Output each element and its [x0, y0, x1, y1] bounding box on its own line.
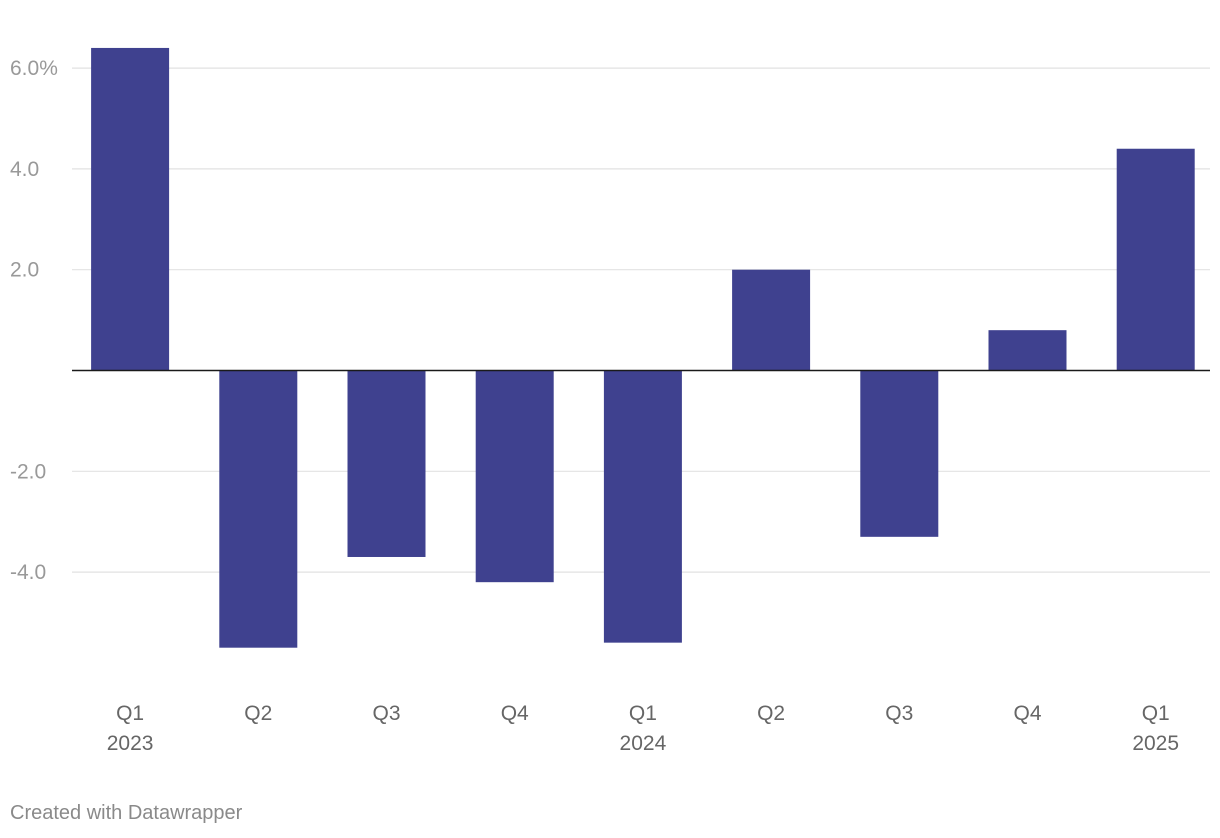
datawrapper-credit[interactable]: Created with Datawrapper — [10, 802, 243, 824]
x-tick-label-quarter: Q3 — [885, 702, 913, 725]
bar — [475, 370, 554, 583]
x-axis-category-labels: Q1 2023 Q2 Q3 Q4 Q1 2024 Q2 Q3 Q4 Q1 2025 — [107, 702, 1179, 755]
x-tick-label-quarter: Q2 — [757, 702, 785, 725]
bar — [1116, 148, 1195, 371]
y-tick-label: -2.0 — [10, 460, 46, 483]
bar — [732, 269, 811, 371]
y-tick-label: -4.0 — [10, 561, 46, 584]
y-tick-label: 6.0% — [10, 57, 58, 80]
y-tick-label: 2.0 — [10, 259, 39, 282]
bar — [603, 370, 682, 643]
x-tick-label-quarter: Q1 — [116, 702, 144, 725]
x-tick-label-quarter: Q1 — [629, 702, 657, 725]
bar — [219, 370, 298, 648]
x-tick-label-year: 2025 — [1132, 732, 1179, 755]
x-tick-label-quarter: Q1 — [1142, 702, 1170, 725]
x-tick-label-quarter: Q4 — [501, 702, 529, 725]
x-tick-label-quarter: Q2 — [244, 702, 272, 725]
bars — [91, 47, 1195, 648]
y-axis-tick-labels: 6.0% 4.0 2.0 -2.0 -4.0 — [10, 57, 58, 584]
x-tick-label-quarter: Q4 — [1013, 702, 1041, 725]
x-tick-label-year: 2024 — [620, 732, 667, 755]
x-tick-label-quarter: Q3 — [372, 702, 400, 725]
bar — [91, 47, 170, 371]
bar — [988, 330, 1067, 371]
y-tick-label: 4.0 — [10, 158, 39, 181]
bar — [860, 370, 939, 537]
bar — [347, 370, 426, 557]
x-tick-label-year: 2023 — [107, 732, 154, 755]
